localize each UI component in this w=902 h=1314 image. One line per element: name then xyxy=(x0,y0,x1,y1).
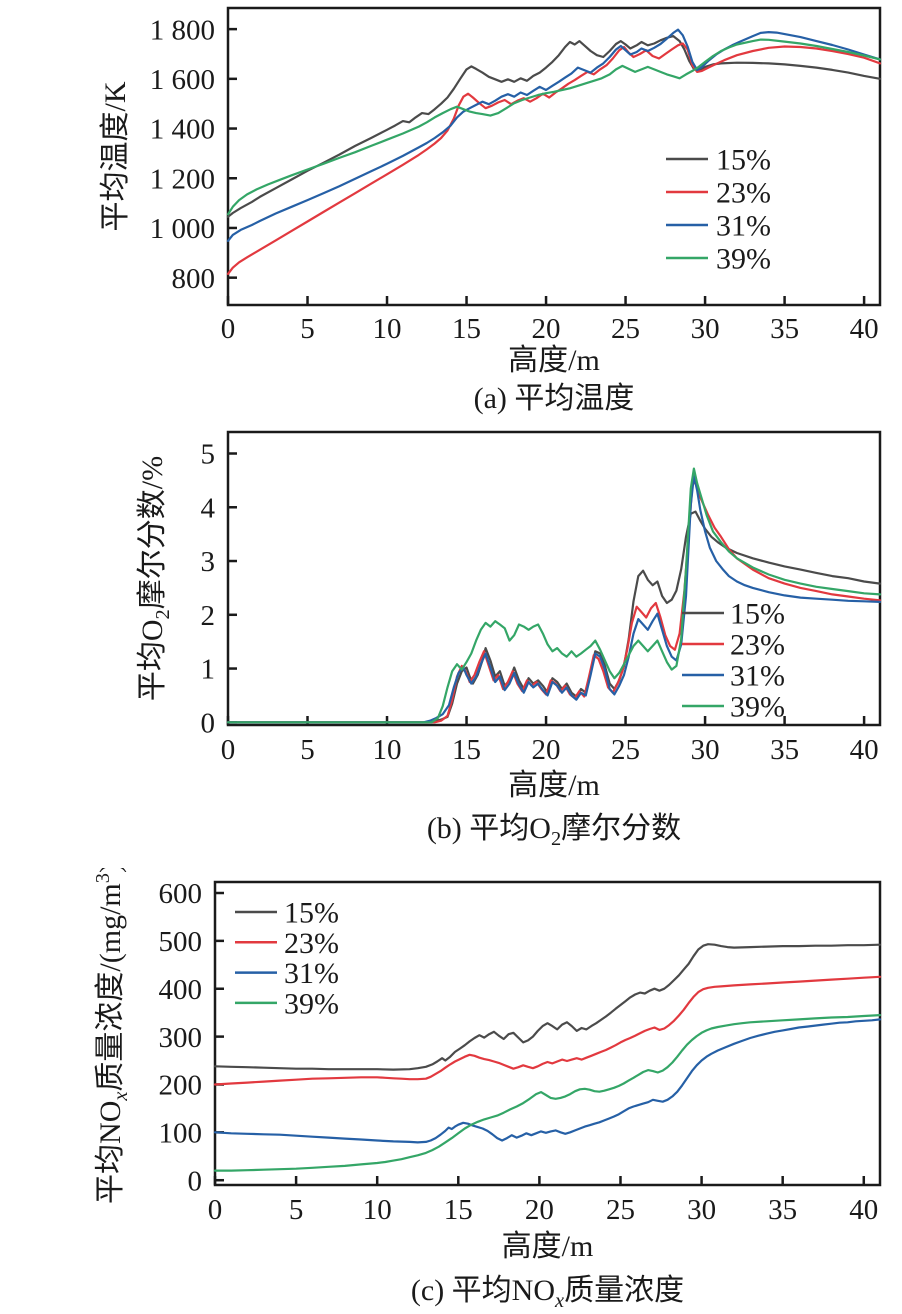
legend-item-15%: 15% xyxy=(666,144,771,177)
legend-label-15%: 15% xyxy=(284,897,339,930)
series-line-39% xyxy=(226,38,882,216)
legend-label-39%: 39% xyxy=(730,691,785,724)
series-line-23% xyxy=(226,42,882,275)
legend-item-39%: 39% xyxy=(682,691,785,724)
x-axis-tick-label: 10 xyxy=(363,1194,392,1226)
legend-label-23%: 23% xyxy=(716,177,771,210)
legend-item-23%: 23% xyxy=(666,177,771,210)
y-axis-tick-label: 800 xyxy=(172,263,216,295)
x-axis-tick-label: 20 xyxy=(525,1194,554,1226)
x-axis-tick-label: 35 xyxy=(770,734,799,766)
y-axis-tick-label: 200 xyxy=(159,1070,203,1102)
legend-label-15%: 15% xyxy=(730,598,785,631)
x-axis-label: 高度/m xyxy=(508,344,600,377)
y-axis-tick-label: 5 xyxy=(201,439,216,471)
legend-item-39%: 39% xyxy=(666,243,771,276)
legend-label-15%: 15% xyxy=(716,144,771,177)
y-axis-tick-label: 1 000 xyxy=(150,213,215,245)
x-axis-tick-label: 40 xyxy=(849,1194,878,1226)
chart-average-nox-mass-concentration: 0 5 10 15 20 25 30 35 40010020030040050060015%23… xyxy=(92,868,882,1312)
chart-average-temperature: 0 5 10 15 20 25 30 35 40 800 1 000 1 200 1 400 1 600 1… xyxy=(99,6,882,415)
x-axis-tick-label: 10 xyxy=(373,734,402,766)
x-axis-tick-label: 0 xyxy=(208,1194,223,1226)
series-line-15% xyxy=(226,35,882,218)
y-axis-tick-label: 1 xyxy=(201,654,216,686)
x-axis-tick-label: 5 xyxy=(300,734,315,766)
series-line-39% xyxy=(213,1014,882,1172)
chart-caption: (a) 平均温度 xyxy=(474,382,635,415)
plot-border xyxy=(226,6,882,307)
legend-label-39%: 39% xyxy=(716,243,771,276)
y-axis-label: 平均温度/K xyxy=(99,81,132,231)
x-axis-tick-label: 35 xyxy=(770,313,799,345)
legend-label-31%: 31% xyxy=(284,957,339,990)
legend-label-23%: 23% xyxy=(730,629,785,662)
x-axis-tick-label: 25 xyxy=(606,1194,635,1226)
x-axis-tick-label: 5 xyxy=(289,1194,304,1226)
legend-label-23%: 23% xyxy=(284,927,339,960)
x-axis-tick-label: 30 xyxy=(691,313,720,345)
x-axis-tick-label: 30 xyxy=(687,1194,716,1226)
x-axis-tick-label: 15 xyxy=(452,734,481,766)
x-axis-tick-label: 0 xyxy=(221,734,236,766)
x-axis-tick-label: 30 xyxy=(691,734,720,766)
chart-average-o2-mole-fraction: 0 5 10 15 20 25 30 35 40 0 1 2 3 4 5 15%23%31%39% 高度/m 平均… xyxy=(136,430,882,845)
x-axis-tick-label: 40 xyxy=(850,734,879,766)
series-line-15% xyxy=(213,943,882,1071)
legend-item-23%: 23% xyxy=(682,629,785,662)
y-axis-tick-label: 4 xyxy=(201,492,216,524)
legend-item-23%: 23% xyxy=(235,927,339,960)
y-axis-tick-label: 400 xyxy=(159,974,203,1006)
x-axis-tick-label: 15 xyxy=(452,313,481,345)
y-axis-tick-label: 1 800 xyxy=(150,14,215,46)
x-axis-tick-label: 15 xyxy=(444,1194,473,1226)
y-axis-tick-label: 0 xyxy=(188,1165,203,1197)
chart-caption: (c) 平均NOx质量浓度 xyxy=(411,1274,684,1312)
legend-label-31%: 31% xyxy=(716,210,771,243)
x-axis-tick-label: 35 xyxy=(768,1194,797,1226)
legend-item-15%: 15% xyxy=(682,598,785,631)
legend-item-31%: 31% xyxy=(666,210,771,243)
y-axis-tick-label: 3 xyxy=(201,546,216,578)
x-axis-tick-label: 25 xyxy=(611,313,640,345)
y-axis-tick-label: 100 xyxy=(159,1117,203,1149)
y-axis-label: 平均O2摩尔分数/% xyxy=(136,456,174,701)
series-line-39% xyxy=(226,467,882,724)
plot-border xyxy=(226,430,882,727)
x-axis-tick-label: 20 xyxy=(532,313,561,345)
x-axis-tick-label: 20 xyxy=(532,734,561,766)
y-axis-label: 平均NOx质量浓度/(mg/m3) xyxy=(92,868,132,1204)
legend-item-31%: 31% xyxy=(235,957,339,990)
x-axis-label: 高度/m xyxy=(508,769,600,802)
chart-caption: (b) 平均O2摩尔分数 xyxy=(427,812,681,845)
y-axis-tick-label: 1 400 xyxy=(150,114,215,146)
series-line-31% xyxy=(213,1018,882,1144)
x-axis-tick-label: 25 xyxy=(611,734,640,766)
y-axis-tick-label: 300 xyxy=(159,1022,203,1054)
legend-item-39%: 39% xyxy=(235,987,339,1020)
x-axis-tick-label: 5 xyxy=(300,313,315,345)
legend-label-31%: 31% xyxy=(730,660,785,693)
legend-label-39%: 39% xyxy=(284,987,339,1020)
x-axis-tick-label: 10 xyxy=(373,313,402,345)
legend-item-15%: 15% xyxy=(235,897,339,930)
x-axis-tick-label: 40 xyxy=(850,313,879,345)
y-axis-tick-label: 1 200 xyxy=(150,163,215,195)
series-line-23% xyxy=(213,975,882,1086)
plot-border xyxy=(213,880,882,1187)
series-line-31% xyxy=(226,475,882,724)
y-axis-tick-label: 600 xyxy=(159,878,203,910)
y-axis-tick-label: 500 xyxy=(159,926,203,958)
y-axis-tick-label: 2 xyxy=(201,600,216,632)
x-axis-label: 高度/m xyxy=(502,1230,594,1263)
x-axis-tick-label: 0 xyxy=(221,313,236,345)
legend-item-31%: 31% xyxy=(682,660,785,693)
y-axis-tick-label: 0 xyxy=(201,707,216,739)
y-axis-tick-label: 1 600 xyxy=(150,64,215,96)
